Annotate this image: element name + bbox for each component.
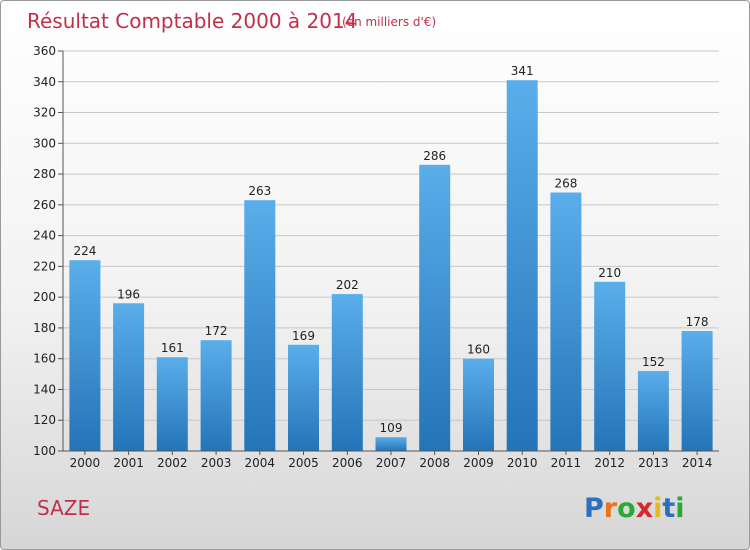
data-label: 286 [423, 149, 446, 163]
x-tick-label: 2007 [376, 456, 407, 470]
x-tick-label: 2011 [551, 456, 582, 470]
x-tick-label: 2013 [638, 456, 669, 470]
logo-letter: t [662, 493, 675, 524]
data-label: 109 [380, 421, 403, 435]
y-tick-label: 200 [33, 290, 56, 304]
y-tick-label: 360 [33, 44, 56, 58]
y-tick-label: 260 [33, 198, 56, 212]
data-label: 161 [161, 341, 184, 355]
bar-2001 [113, 303, 145, 451]
logo-letter: i [653, 493, 662, 524]
y-tick-label: 100 [33, 444, 56, 458]
x-tick-label: 2008 [419, 456, 450, 470]
y-tick-label: 280 [33, 167, 56, 181]
bar-2006 [331, 294, 363, 451]
data-label: 210 [598, 266, 621, 280]
y-tick-label: 160 [33, 352, 56, 366]
bar-2009 [463, 358, 494, 451]
chart-subtitle: (en milliers d'€) [342, 15, 436, 29]
bar-2005 [288, 344, 319, 451]
data-label: 152 [642, 355, 665, 369]
logo-letter: P [584, 493, 604, 524]
bar-2010 [506, 80, 538, 451]
x-tick-label: 2003 [201, 456, 232, 470]
data-label: 341 [511, 64, 534, 78]
bar-2012 [594, 281, 626, 451]
y-tick-label: 320 [33, 106, 56, 120]
y-tick-label: 300 [33, 136, 56, 150]
data-label: 202 [336, 278, 359, 292]
x-tick-label: 2001 [113, 456, 144, 470]
data-label: 196 [117, 287, 140, 301]
y-tick-label: 240 [33, 229, 56, 243]
data-label: 169 [292, 329, 315, 343]
bar-2002 [156, 357, 188, 451]
y-tick-label: 220 [33, 259, 56, 273]
x-tick-label: 2002 [157, 456, 188, 470]
bar-2007 [375, 437, 407, 451]
bar-2004 [244, 200, 276, 451]
y-tick-label: 120 [33, 413, 56, 427]
x-tick-label: 2004 [245, 456, 276, 470]
bar-2014 [681, 331, 713, 451]
y-tick-label: 340 [33, 75, 56, 89]
x-tick-label: 2010 [507, 456, 538, 470]
data-label: 178 [686, 315, 709, 329]
y-tick-label: 180 [33, 321, 56, 335]
bar-2008 [419, 164, 451, 452]
bars: 224 196 161 172 263 169 202 109 286 160 341 268 210 1… [69, 64, 713, 452]
data-label: 160 [467, 343, 490, 357]
x-tick-label: 2009 [463, 456, 494, 470]
logo-letter: x [636, 493, 653, 524]
y-tick-label: 140 [33, 382, 56, 396]
data-label: 268 [554, 177, 577, 191]
logo-letter: i [675, 493, 684, 524]
bar-2000 [69, 260, 101, 451]
bar-2011 [550, 192, 582, 451]
x-tick-label: 2006 [332, 456, 363, 470]
data-label: 172 [205, 324, 228, 338]
data-label: 263 [248, 184, 271, 198]
grid-lines [63, 50, 719, 452]
logo-letter: o [617, 493, 636, 524]
x-tick-label: 2014 [682, 456, 713, 470]
bar-2013 [637, 371, 669, 451]
chart-title: Résultat Comptable 2000 à 2014 [27, 9, 357, 33]
x-tick-label: 2012 [594, 456, 625, 470]
bar-2003 [200, 340, 232, 451]
commune-name: SAZE [37, 496, 90, 520]
x-tick-label: 2005 [288, 456, 319, 470]
data-label: 224 [73, 244, 96, 258]
x-tick-label: 2000 [70, 456, 101, 470]
axes: 100 120 140 160 180 200 220 240 260 280 300 320 340 3… [33, 44, 719, 470]
proxiti-logo: Proxiti [584, 493, 685, 524]
logo-letter: r [604, 493, 618, 524]
